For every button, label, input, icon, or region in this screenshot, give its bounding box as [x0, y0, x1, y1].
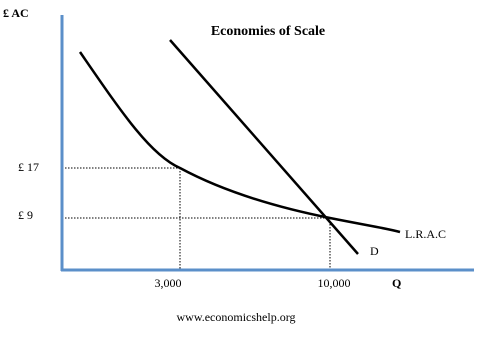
x-axis-label: Q	[392, 276, 401, 290]
lrac-curve	[78, 51, 401, 234]
curve-label: L.R.A.C	[405, 227, 446, 241]
y-label: £ 17	[18, 160, 39, 174]
guide-lines	[62, 167, 331, 270]
demand-line	[169, 39, 359, 255]
x-label: 3,000	[155, 276, 182, 290]
title: Economies of Scale	[211, 24, 325, 39]
curve-label: D	[370, 244, 379, 258]
x-label: 10,000	[318, 276, 351, 290]
y-label: £ 9	[18, 208, 33, 222]
y-axis-label: £ AC	[3, 6, 29, 20]
footer: www.economicshelp.org	[177, 310, 296, 324]
